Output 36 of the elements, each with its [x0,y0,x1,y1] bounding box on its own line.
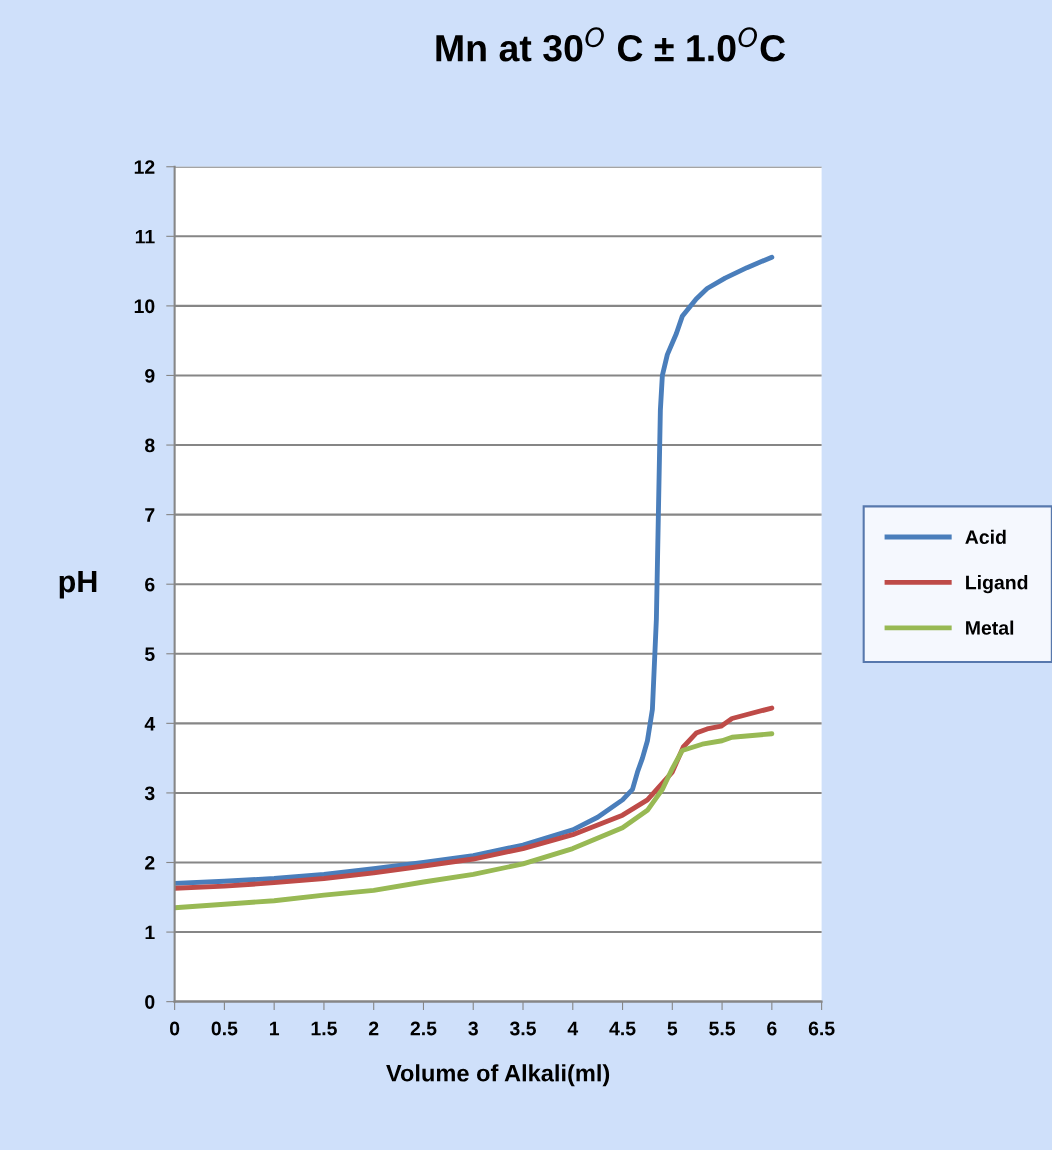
x-tick-label: 4 [567,1021,579,1036]
x-tick-label: 6 [767,1021,777,1036]
x-tick-label: 2.5 [410,1021,437,1036]
y-tick-label: 12 [134,160,155,174]
legend-label: Acid [965,529,1006,545]
x-tick-label: 4.5 [609,1021,636,1036]
x-tick-label: 6.5 [808,1021,835,1036]
y-tick-label: 9 [145,368,155,383]
x-tick-label: 5 [667,1021,678,1036]
line-series [174,705,775,891]
x-tick-label: 3 [468,1021,478,1036]
y-tick-label: 5 [144,647,155,662]
line-series [174,731,775,911]
x-tick-label: 2 [368,1021,379,1036]
x-tick-label: 1 [269,1021,280,1036]
x-tick-label: 1.5 [311,1021,337,1036]
y-tick-label: 2 [145,855,155,870]
legend-label: Ligand [966,575,1028,594]
y-tick-label: 3 [144,786,155,801]
y-tick-label: 8 [144,438,155,453]
y-tick-label: 6 [145,577,155,592]
y-axis-title: pH [59,571,97,599]
y-tick-label: 1 [145,925,155,940]
x-tick-label: 0 [169,1021,180,1036]
legend-label: Metal [966,620,1014,635]
x-tick-label: 5.5 [709,1021,736,1036]
line-series [174,254,775,886]
y-tick-label: 10 [134,299,155,314]
y-tick-label: 11 [135,229,155,244]
y-tick-label: 7 [145,508,155,522]
y-tick-label: 0 [145,995,155,1009]
chart-title: Mn at 30$^{O}$ C ± 1.0$^{O}$C [436,27,786,62]
x-tick-label: 3.5 [509,1021,536,1036]
x-axis-title: Volume of Alkali(ml) [386,1064,610,1087]
x-tick-label: 0.5 [211,1021,238,1036]
y-tick-label: 4 [144,717,156,731]
